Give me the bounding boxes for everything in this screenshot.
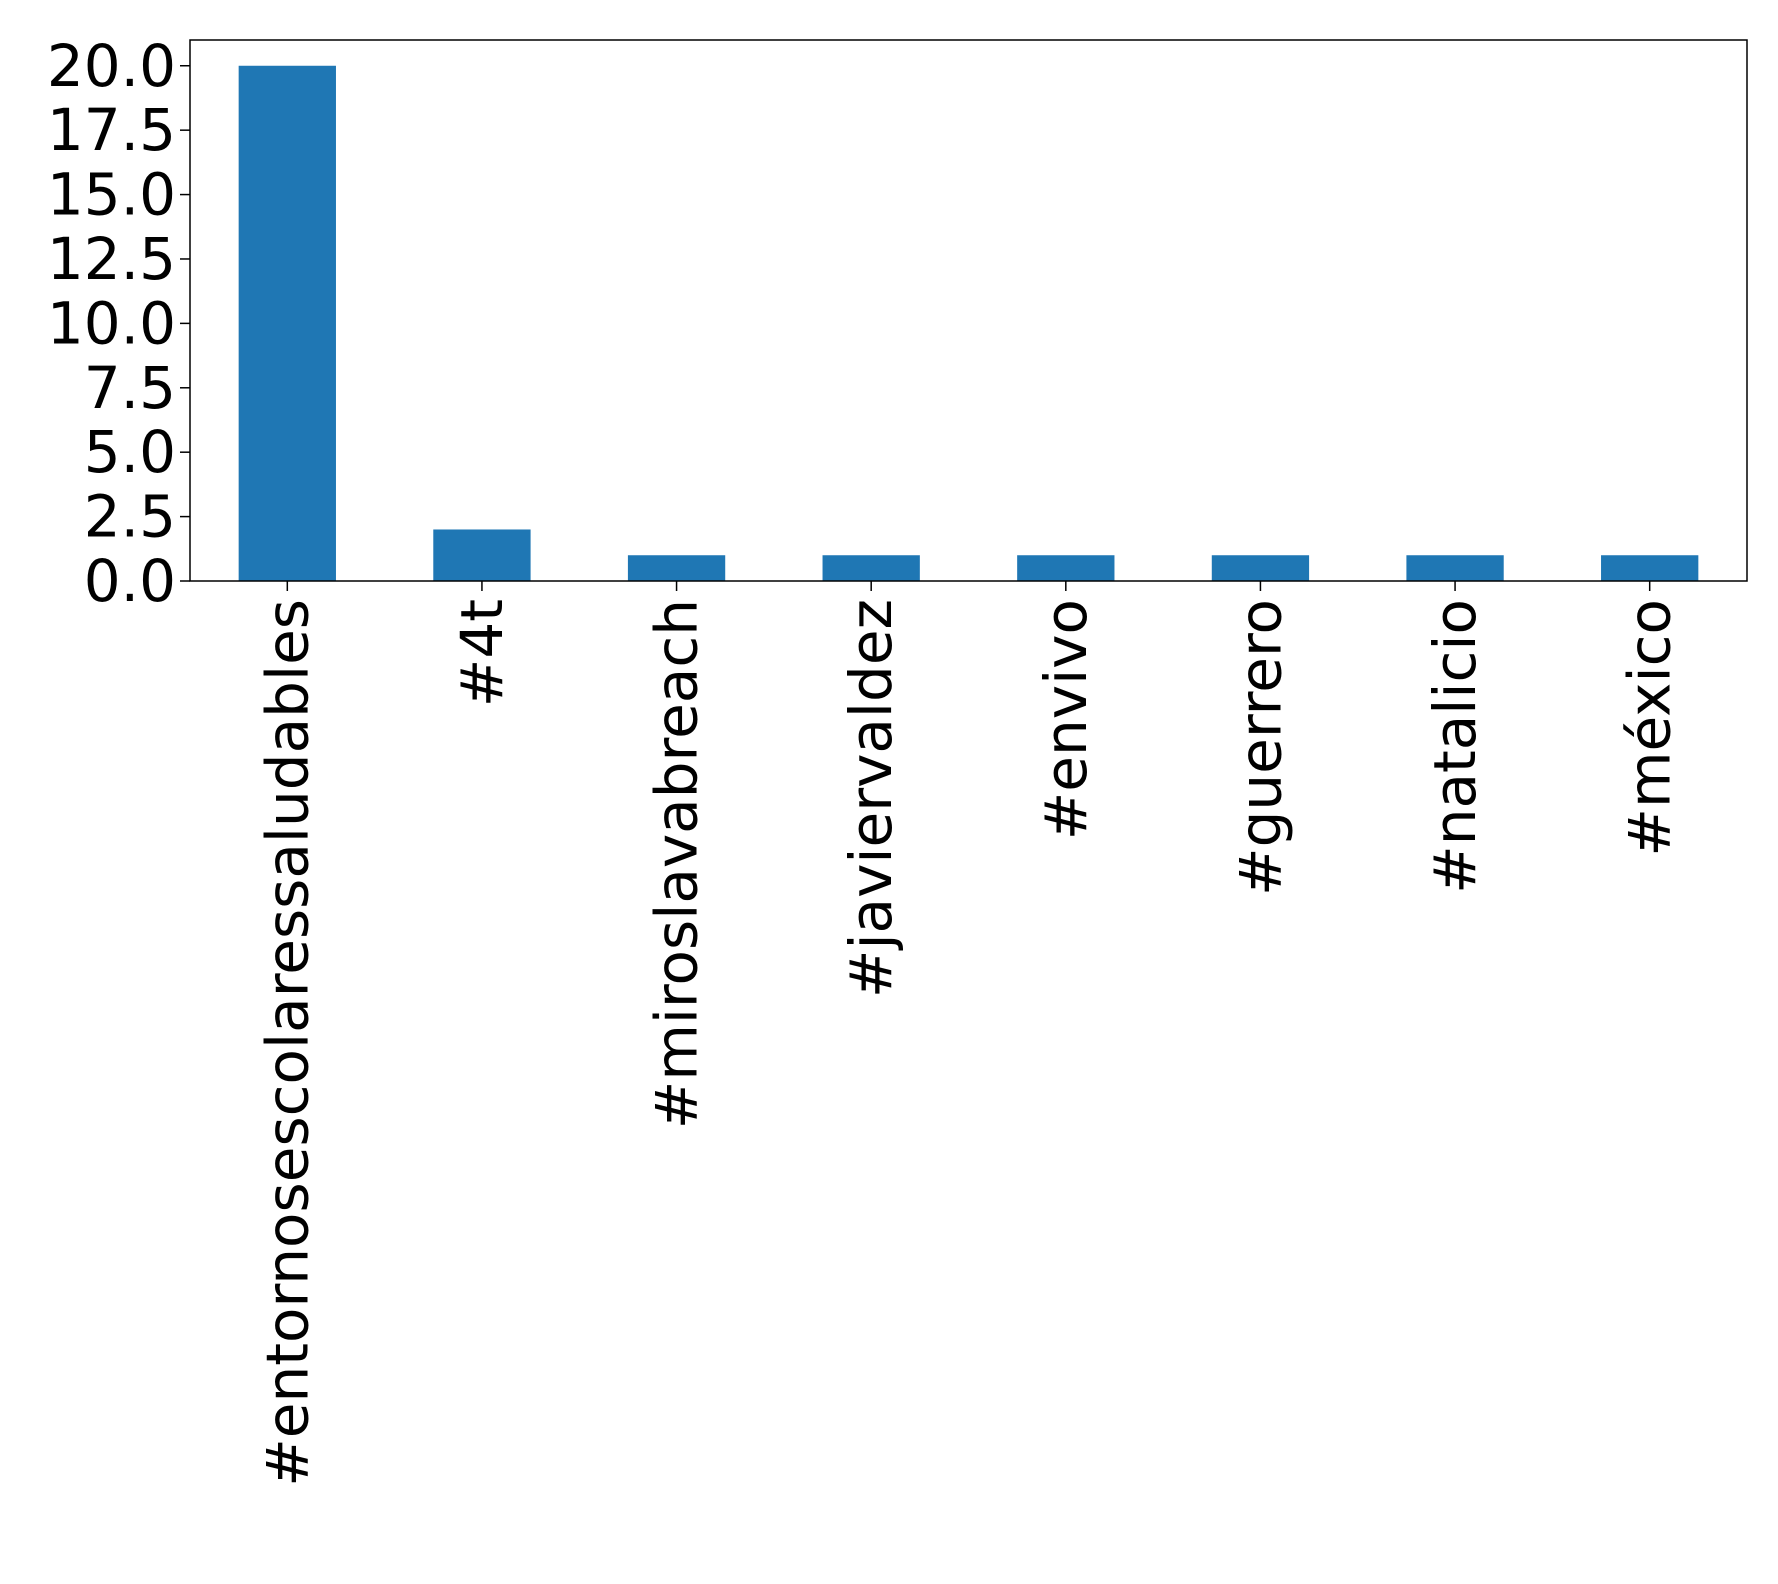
y-tick-label: 17.5 — [47, 96, 176, 164]
x-tick-label: #natalicio — [1421, 599, 1489, 894]
y-tick-label: 10.0 — [47, 289, 176, 357]
x-tick-label: #entornosescolaressaludables — [253, 599, 321, 1487]
x-tick-label: #méxico — [1616, 599, 1684, 857]
bar-4 — [1017, 555, 1115, 581]
y-tick-label: 20.0 — [47, 32, 176, 100]
x-tick-label: #miroslavabreach — [643, 599, 711, 1129]
bar-6 — [1406, 555, 1504, 581]
x-axis: #entornosescolaressaludables #4t #miroslav… — [253, 581, 1684, 1487]
y-tick-label: 15.0 — [47, 161, 176, 229]
bar-1 — [433, 529, 531, 581]
y-tick-label: 5.0 — [84, 418, 176, 486]
x-tick-label: #javiervaldez — [837, 599, 905, 998]
y-tick-label: 12.5 — [47, 225, 176, 293]
bar-0 — [238, 65, 336, 581]
y-axis: 0.02.55.07.510.012.515.017.520.0 — [47, 32, 190, 615]
bar-3 — [822, 555, 920, 581]
plot-frame — [189, 39, 1748, 582]
y-tick-label: 0.0 — [84, 547, 176, 615]
y-tick-label: 2.5 — [84, 483, 176, 551]
bar-5 — [1211, 555, 1310, 581]
x-tick-label: #4t — [448, 599, 516, 707]
x-tick-label: #guerrero — [1226, 599, 1294, 896]
y-tick-label: 7.5 — [84, 354, 176, 422]
bars-group — [238, 65, 1699, 581]
bar-7 — [1601, 555, 1699, 581]
bar-2 — [627, 555, 726, 581]
x-tick-label: #envivo — [1032, 599, 1100, 840]
